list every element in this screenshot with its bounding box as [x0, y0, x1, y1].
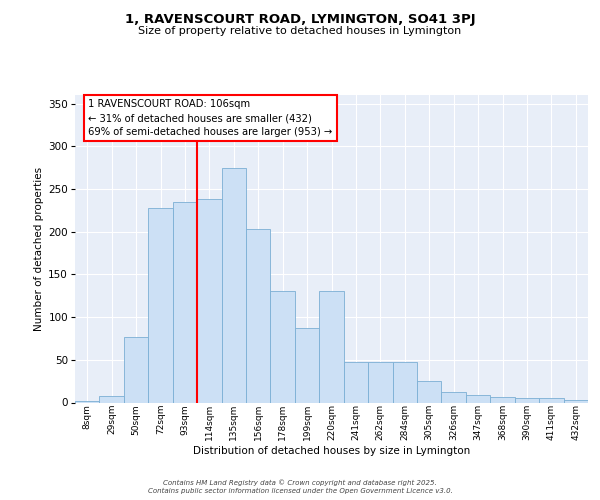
Bar: [173, 202, 197, 402]
Bar: [100, 396, 124, 402]
Bar: [319, 292, 344, 403]
Bar: [271, 292, 295, 403]
Y-axis label: Number of detached properties: Number of detached properties: [34, 166, 44, 331]
Bar: [246, 229, 271, 402]
Bar: [221, 168, 246, 402]
Bar: [563, 400, 588, 402]
Text: Contains HM Land Registry data © Crown copyright and database right 2025.
Contai: Contains HM Land Registry data © Crown c…: [148, 480, 452, 494]
Bar: [417, 381, 442, 402]
Bar: [148, 208, 173, 402]
Bar: [392, 362, 417, 403]
Text: Size of property relative to detached houses in Lymington: Size of property relative to detached ho…: [139, 26, 461, 36]
Bar: [344, 362, 368, 403]
Bar: [75, 401, 100, 402]
Bar: [295, 328, 319, 402]
X-axis label: Distribution of detached houses by size in Lymington: Distribution of detached houses by size …: [193, 446, 470, 456]
Bar: [368, 362, 392, 403]
Bar: [124, 336, 148, 402]
Bar: [442, 392, 466, 402]
Bar: [466, 395, 490, 402]
Bar: [197, 199, 221, 402]
Text: 1 RAVENSCOURT ROAD: 106sqm
← 31% of detached houses are smaller (432)
69% of sem: 1 RAVENSCOURT ROAD: 106sqm ← 31% of deta…: [88, 100, 332, 138]
Bar: [515, 398, 539, 402]
Bar: [539, 398, 563, 402]
Bar: [490, 396, 515, 402]
Text: 1, RAVENSCOURT ROAD, LYMINGTON, SO41 3PJ: 1, RAVENSCOURT ROAD, LYMINGTON, SO41 3PJ: [125, 12, 475, 26]
